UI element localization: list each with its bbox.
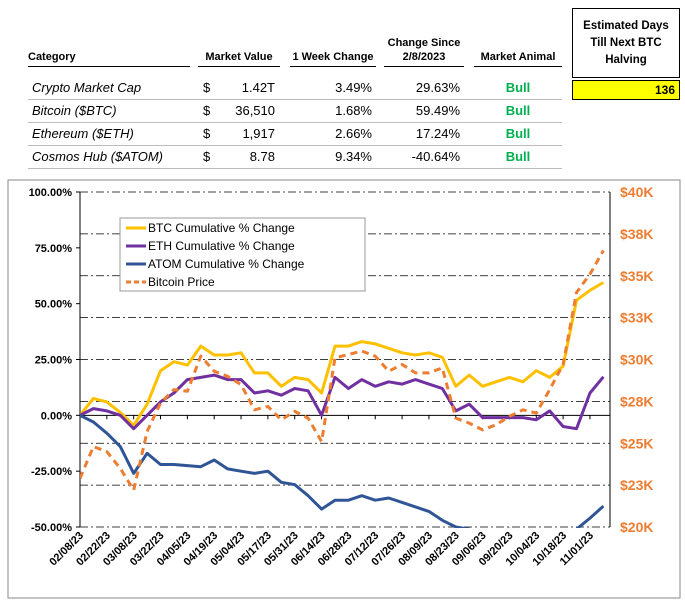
change-since: 17.24%	[415, 126, 460, 141]
row-divider	[28, 168, 562, 169]
y2-tick-label: $38K	[620, 226, 653, 242]
halving-value: 136	[572, 80, 680, 100]
column-header: Market Value	[198, 28, 280, 67]
market-value: 8.78	[249, 149, 275, 164]
legend-label: BTC Cumulative % Change	[148, 221, 295, 235]
y-tick-label: 100.00%	[29, 187, 73, 199]
y2-tick-label: $35K	[620, 268, 653, 284]
change-since: -40.64%	[411, 149, 460, 164]
y-tick-label: 75.00%	[35, 243, 73, 255]
legend-label: Bitcoin Price	[148, 275, 215, 289]
market-animal: Bull	[505, 80, 531, 95]
currency: $	[203, 103, 211, 118]
chart-frame	[7, 179, 681, 599]
market-animal: Bull	[505, 126, 531, 141]
row-divider	[28, 145, 562, 146]
legend-label: ETH Cumulative % Change	[148, 239, 295, 253]
column-header: Category	[28, 28, 190, 67]
y2-tick-label: $40K	[620, 184, 653, 200]
currency: $	[203, 149, 211, 164]
category: Ethereum ($ETH)	[32, 126, 134, 141]
y2-tick-label: $23K	[620, 477, 653, 493]
y2-tick-label: $28K	[620, 393, 653, 409]
y2-tick-label: $30K	[620, 352, 653, 368]
series-line	[80, 249, 605, 492]
series-line	[80, 281, 605, 427]
week-change: 2.66%	[335, 126, 372, 141]
y-tick-label: -50.00%	[31, 522, 72, 534]
y-tick-label: 25.00%	[35, 355, 73, 367]
category: Crypto Market Cap	[32, 80, 142, 95]
market-animal: Bull	[505, 103, 531, 118]
market-animal: Bull	[505, 149, 531, 164]
market-value: 1.42T	[241, 80, 275, 95]
column-header: 1 Week Change	[290, 28, 376, 67]
row-divider	[28, 122, 562, 123]
plot	[80, 249, 605, 528]
y-tick-label: 0.00%	[41, 410, 72, 422]
y2-tick-label: $20K	[620, 519, 653, 535]
series-line	[80, 373, 605, 431]
category: Bitcoin ($BTC)	[32, 103, 117, 118]
row-divider	[28, 99, 562, 100]
y2-tick-label: $25K	[620, 435, 653, 451]
change-since: 59.49%	[415, 103, 460, 118]
y-tick-label: 50.00%	[35, 299, 73, 311]
week-change: 9.34%	[335, 149, 372, 164]
column-header: Change Since 2/8/2023	[384, 28, 464, 67]
halving-label: Estimated Days Till Next BTC Halving	[572, 8, 680, 78]
week-change: 1.68%	[335, 103, 372, 118]
column-header: Market Animal	[474, 28, 562, 67]
category: Cosmos Hub ($ATOM)	[32, 149, 163, 164]
week-change: 3.49%	[335, 80, 372, 95]
legend-label: ATOM Cumulative % Change	[148, 257, 305, 271]
y-tick-label: -25.00%	[31, 466, 72, 478]
currency: $	[203, 126, 211, 141]
market-value: 36,510	[235, 103, 275, 118]
y2-tick-label: $33K	[620, 310, 653, 326]
series-line	[80, 413, 605, 528]
currency: $	[203, 80, 211, 95]
legend	[119, 217, 366, 292]
market-value: 1,917	[242, 126, 275, 141]
change-since: 29.63%	[415, 80, 460, 95]
